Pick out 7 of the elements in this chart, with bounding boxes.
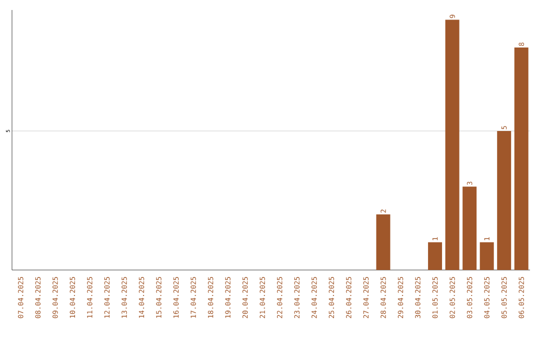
bar [480, 242, 494, 270]
bar [428, 242, 442, 270]
bar [376, 214, 390, 270]
bar [497, 130, 512, 270]
bar [445, 20, 460, 270]
bar [514, 48, 528, 270]
bar [462, 186, 477, 270]
